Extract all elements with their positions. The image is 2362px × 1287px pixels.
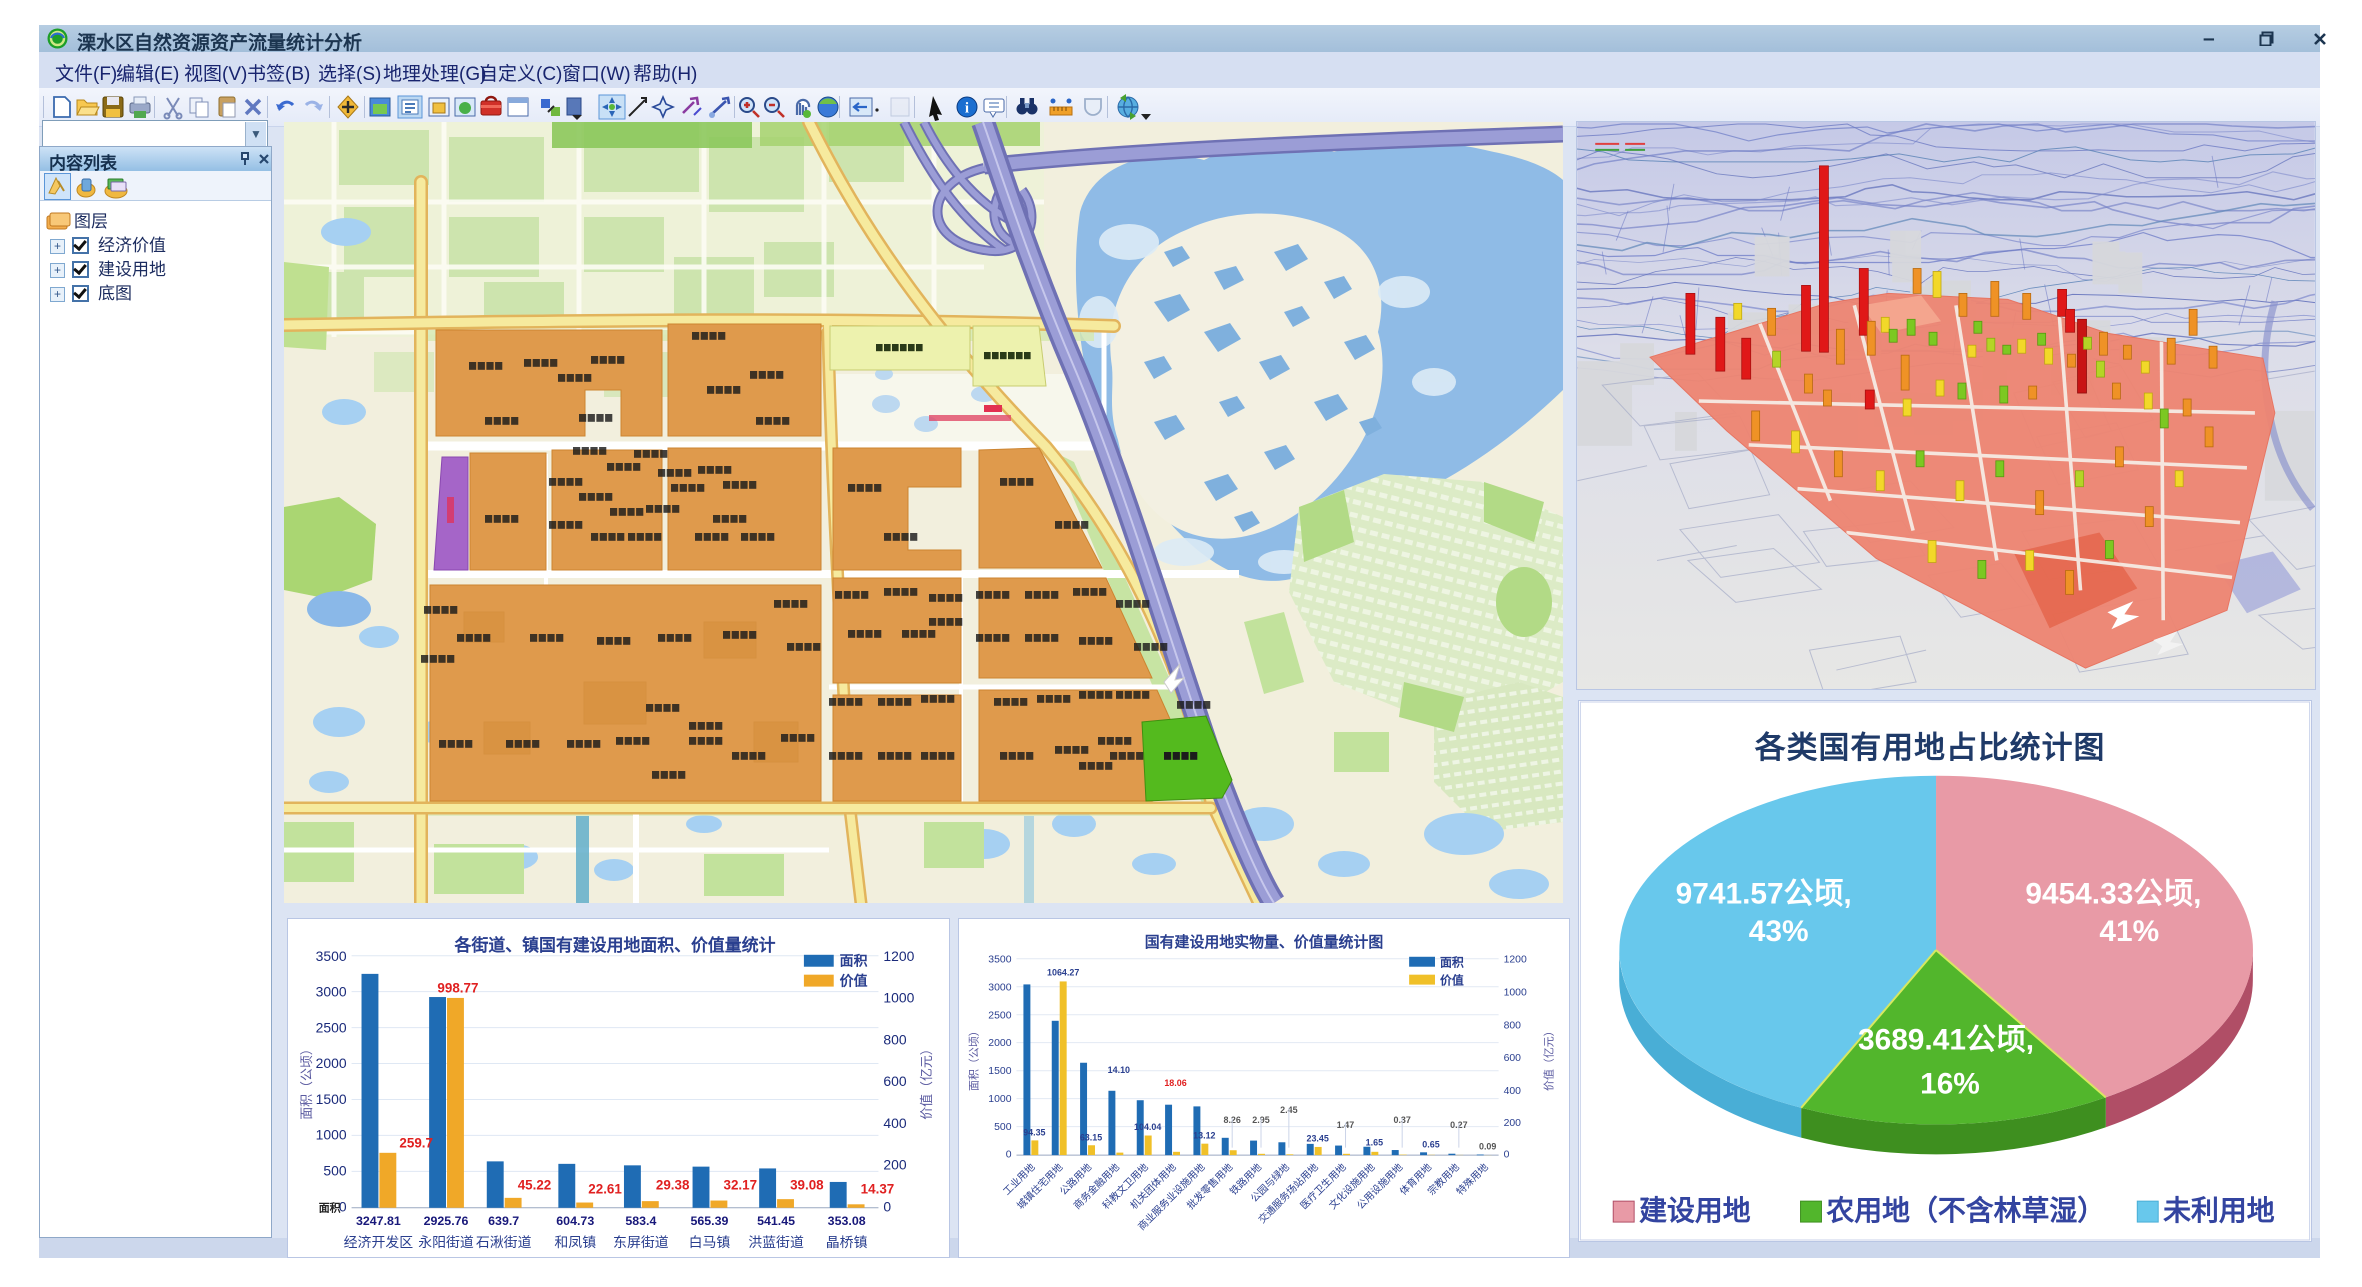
svg-text:面积: 面积 bbox=[1440, 956, 1464, 970]
svg-text:i: i bbox=[965, 101, 969, 117]
svg-text:259.7: 259.7 bbox=[399, 1136, 433, 1151]
svg-text:3689.41公顷,: 3689.41公顷, bbox=[1858, 1024, 2034, 1057]
svg-text:0: 0 bbox=[1504, 1150, 1510, 1161]
svg-text:2000: 2000 bbox=[988, 1038, 1011, 1049]
svg-text:和凤镇: 和凤镇 bbox=[554, 1234, 596, 1250]
svg-text:0: 0 bbox=[883, 1198, 891, 1214]
svg-text:16%: 16% bbox=[1920, 1068, 1980, 1101]
svg-text:价值: 价值 bbox=[840, 973, 868, 989]
svg-text:14.10: 14.10 bbox=[1108, 1065, 1130, 1075]
svg-text:3000: 3000 bbox=[316, 984, 347, 1000]
svg-text:400: 400 bbox=[883, 1115, 906, 1131]
svg-text:45.22: 45.22 bbox=[518, 1177, 552, 1192]
svg-text:0.65: 0.65 bbox=[1422, 1140, 1439, 1150]
svg-text:541.45: 541.45 bbox=[757, 1214, 795, 1228]
svg-text:353.08: 353.08 bbox=[828, 1214, 866, 1228]
svg-text:200: 200 bbox=[883, 1157, 906, 1173]
svg-text:0: 0 bbox=[1006, 1150, 1012, 1161]
svg-text:800: 800 bbox=[883, 1031, 906, 1047]
svg-text:建设用地: 建设用地 bbox=[1639, 1195, 1751, 1226]
svg-text:3247.81: 3247.81 bbox=[356, 1214, 401, 1228]
svg-text:639.7: 639.7 bbox=[488, 1214, 519, 1228]
svg-text:经济开发区: 经济开发区 bbox=[344, 1234, 414, 1250]
svg-text:41%: 41% bbox=[2099, 915, 2159, 948]
svg-text:22.61: 22.61 bbox=[588, 1181, 622, 1196]
svg-text:43%: 43% bbox=[1749, 915, 1809, 948]
svg-text:1.65: 1.65 bbox=[1366, 1138, 1383, 1148]
svg-text:石湫街道: 石湫街道 bbox=[476, 1234, 532, 1250]
svg-text:600: 600 bbox=[1504, 1053, 1522, 1064]
svg-text:2500: 2500 bbox=[316, 1019, 347, 1035]
svg-text:200: 200 bbox=[1504, 1118, 1522, 1129]
svg-text:9741.57公顷,: 9741.57公顷, bbox=[1676, 877, 1852, 910]
svg-text:500: 500 bbox=[323, 1162, 346, 1178]
svg-text:各类国有用地占比统计图: 各类国有用地占比统计图 bbox=[1755, 730, 2106, 765]
svg-text:1000: 1000 bbox=[316, 1127, 347, 1143]
svg-text:9454.33公顷,: 9454.33公顷, bbox=[2025, 877, 2201, 910]
svg-text:晶桥镇: 晶桥镇 bbox=[826, 1234, 868, 1250]
svg-text:1000: 1000 bbox=[883, 990, 914, 1006]
svg-text:面积: 面积 bbox=[319, 1200, 341, 1214]
svg-text:2000: 2000 bbox=[316, 1055, 347, 1071]
svg-text:29.38: 29.38 bbox=[656, 1177, 690, 1192]
svg-text:白马镇: 白马镇 bbox=[689, 1234, 731, 1250]
svg-text:998.77: 998.77 bbox=[437, 981, 478, 996]
svg-text:国有建设用地实物量、价值量统计图: 国有建设用地实物量、价值量统计图 bbox=[1145, 933, 1384, 951]
svg-text:1000: 1000 bbox=[988, 1094, 1011, 1105]
svg-text:565.39: 565.39 bbox=[690, 1214, 728, 1228]
svg-text:604.73: 604.73 bbox=[556, 1214, 594, 1228]
svg-text:3000: 3000 bbox=[988, 983, 1011, 994]
svg-text:3500: 3500 bbox=[988, 955, 1011, 966]
svg-text:13.12: 13.12 bbox=[1193, 1131, 1215, 1141]
svg-text:1064.27: 1064.27 bbox=[1047, 968, 1079, 978]
svg-text:32.17: 32.17 bbox=[723, 1177, 757, 1192]
svg-text:94.35: 94.35 bbox=[1023, 1128, 1045, 1138]
svg-text:面积（公顷）: 面积（公顷） bbox=[968, 1025, 981, 1091]
svg-text:未利用地: 未利用地 bbox=[2163, 1195, 2275, 1226]
svg-text:1500: 1500 bbox=[316, 1091, 347, 1107]
svg-text:3500: 3500 bbox=[316, 948, 347, 964]
svg-text:1500: 1500 bbox=[988, 1066, 1011, 1077]
svg-text:14.37: 14.37 bbox=[861, 1181, 895, 1196]
svg-text:农用地（不含林草湿）: 农用地（不含林草湿） bbox=[1826, 1194, 2105, 1226]
svg-text:600: 600 bbox=[883, 1073, 906, 1089]
svg-text:东屏街道: 东屏街道 bbox=[613, 1234, 669, 1250]
svg-text:价值（亿元）: 价值（亿元） bbox=[919, 1042, 934, 1119]
svg-text:价值: 价值 bbox=[1440, 974, 1464, 988]
svg-text:1200: 1200 bbox=[883, 948, 914, 964]
svg-text:63.15: 63.15 bbox=[1080, 1133, 1102, 1143]
svg-text:0: 0 bbox=[339, 1198, 347, 1214]
svg-text:104.04: 104.04 bbox=[1134, 1122, 1161, 1132]
svg-text:2500: 2500 bbox=[988, 1010, 1011, 1021]
svg-text:面积: 面积 bbox=[840, 953, 868, 969]
svg-text:1000: 1000 bbox=[1504, 988, 1527, 999]
svg-text:400: 400 bbox=[1504, 1086, 1522, 1097]
svg-text:价值（亿元）: 价值（亿元） bbox=[1542, 1025, 1555, 1091]
svg-text:2925.76: 2925.76 bbox=[424, 1214, 469, 1228]
svg-text:永阳街道: 永阳街道 bbox=[418, 1234, 474, 1250]
svg-text:18.06: 18.06 bbox=[1164, 1078, 1186, 1088]
svg-text:800: 800 bbox=[1504, 1020, 1522, 1031]
svg-text:面积（公顷）: 面积（公顷） bbox=[299, 1042, 314, 1119]
svg-text:39.08: 39.08 bbox=[790, 1177, 824, 1192]
svg-text:各街道、镇国有建设用地面积、价值量统计: 各街道、镇国有建设用地面积、价值量统计 bbox=[454, 935, 776, 955]
svg-text:500: 500 bbox=[994, 1122, 1012, 1133]
svg-text:洪蓝街道: 洪蓝街道 bbox=[748, 1234, 804, 1250]
svg-text:0.09: 0.09 bbox=[1479, 1142, 1496, 1152]
svg-text:583.4: 583.4 bbox=[625, 1214, 656, 1228]
svg-text:1200: 1200 bbox=[1504, 955, 1527, 966]
svg-text:23.45: 23.45 bbox=[1306, 1134, 1328, 1144]
